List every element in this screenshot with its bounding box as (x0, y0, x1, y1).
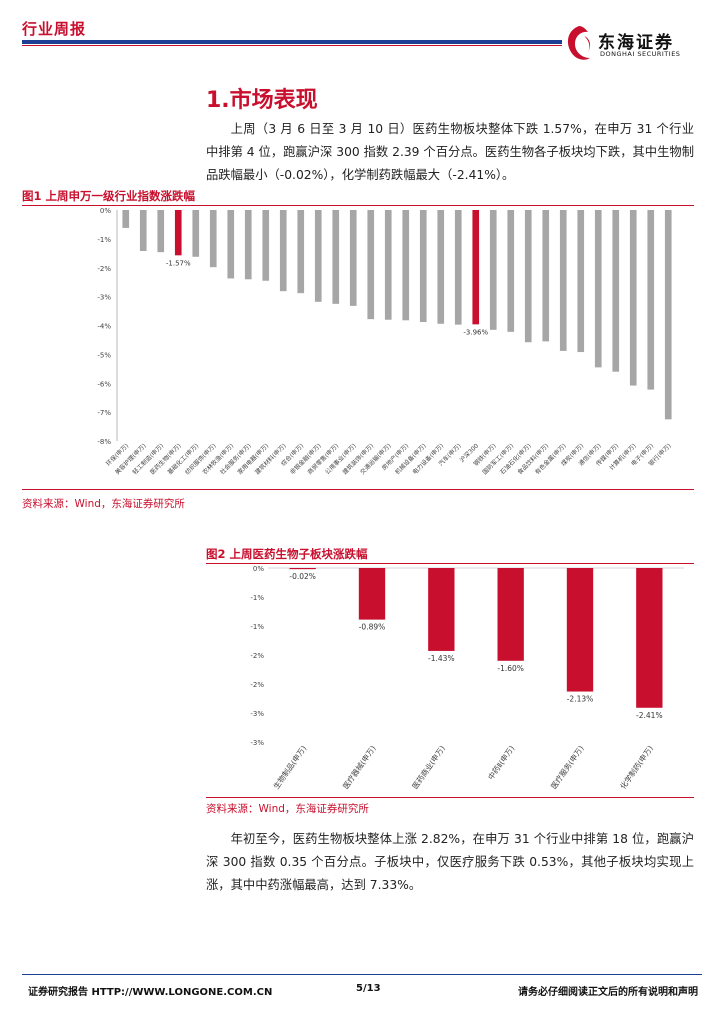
paragraph-ytd-performance: 年初至今，医药生物板块整体上涨 2.82%，在申万 31 个行业中排第 18 位… (206, 832, 694, 892)
data-label: -1.60% (497, 664, 524, 673)
bar-24 (542, 210, 550, 342)
bar-31 (664, 210, 672, 420)
bar-23 (524, 210, 532, 343)
bar-4 (566, 568, 594, 692)
y-tick-label: -3% (250, 739, 264, 747)
data-label: -1.57% (166, 259, 191, 267)
bar-20 (472, 210, 480, 325)
y-tick-label: -2% (97, 265, 111, 273)
bar-18 (437, 210, 445, 324)
figure2-source: 资料来源：Wind，东海证券研究所 (206, 803, 369, 815)
bar-5 (636, 568, 663, 708)
footer-disclaimer: 请务必仔细阅读正文后的所有说明和声明 (518, 987, 698, 998)
category-label: 中药Ⅱ(申万) (485, 743, 516, 781)
bar-2 (428, 568, 455, 651)
bar-14 (367, 210, 375, 320)
y-tick-label: -8% (97, 438, 111, 446)
category-label: 医药商业(申万) (410, 743, 447, 790)
bar-11 (314, 210, 322, 302)
subsector-bar-chart: 0% -1% -1% -2% -2% -3% -3% -0.02% 生物制品(申万) -0.89%… (250, 565, 684, 791)
bar-4 (192, 210, 200, 257)
category-label: 医疗服务(申万) (548, 743, 585, 790)
category-label: 生物制品(申万) (271, 743, 308, 790)
data-label: -2.13% (567, 695, 594, 704)
y-tick-label: -1% (97, 236, 111, 244)
bar-29 (629, 210, 637, 386)
data-label: -2.41% (636, 711, 663, 720)
bar-3 (174, 210, 182, 256)
bar-6 (227, 210, 235, 279)
bar-0 (289, 568, 316, 570)
figure1-bottom-rule (22, 489, 694, 490)
y-tick-label: -3% (250, 710, 264, 718)
industry-index-bar-chart: 0%-1%-2%-3%-4%-5%-6%-7%-8%环保(申万)美容护理(申万)… (97, 207, 672, 476)
bar-5 (209, 210, 217, 268)
figure2-title: 图2 上周医药生物子板块涨跌幅 (206, 547, 368, 561)
data-label: -0.89% (359, 623, 386, 632)
bar-10 (297, 210, 305, 294)
category-label: 化学制药(申万) (618, 743, 655, 790)
bar-25 (559, 210, 567, 351)
report-type-tag: 行业周报 (22, 20, 87, 38)
figure2-bottom-rule (206, 797, 694, 798)
bar-21 (489, 210, 497, 330)
y-tick-label: -4% (97, 323, 111, 331)
bar-30 (647, 210, 655, 390)
data-label: -0.02% (289, 572, 316, 581)
bar-12 (332, 210, 340, 304)
y-tick-label: -3% (97, 294, 111, 302)
bar-8 (262, 210, 270, 281)
figure1-source: 资料来源：Wind，东海证券研究所 (22, 498, 185, 510)
logo-chinese-text: 东海证券 (598, 33, 674, 53)
data-label: -3.96% (463, 328, 488, 336)
y-tick-label: -6% (97, 380, 111, 388)
paragraph-weekly-performance: 上周（3 月 6 日至 3 月 10 日）医药生物板块整体下跌 1.57%，在申… (206, 122, 694, 182)
figure2-top-rule (206, 563, 694, 564)
bar-16 (402, 210, 410, 321)
bar-22 (507, 210, 515, 332)
figure1-title: 图1 上周申万一级行业指数涨跌幅 (22, 189, 196, 203)
donghai-logo: 东海证券 DONGHAI SECURITIES (562, 20, 712, 70)
bar-9 (279, 210, 287, 292)
y-tick-label: -1% (250, 594, 264, 602)
y-tick-label: -5% (97, 351, 111, 359)
y-tick-label: -2% (250, 681, 264, 689)
logo-english-text: DONGHAI SECURITIES (600, 50, 681, 58)
bar-1 (139, 210, 147, 252)
bar-26 (577, 210, 585, 353)
footer-rule (22, 974, 702, 975)
dragon-emblem-icon (567, 26, 591, 60)
bar-13 (349, 210, 357, 306)
bar-0 (122, 210, 130, 228)
bar-27 (594, 210, 602, 368)
bar-2 (157, 210, 165, 253)
y-tick-label: -2% (250, 652, 264, 660)
bar-19 (454, 210, 462, 325)
y-tick-label: 0% (100, 207, 111, 215)
figure1-top-rule (22, 205, 694, 206)
header-rule (22, 40, 562, 44)
y-tick-label: -7% (97, 409, 111, 417)
bar-7 (244, 210, 252, 280)
bar-17 (419, 210, 427, 323)
bar-28 (612, 210, 620, 372)
header-rule-thin (22, 45, 562, 46)
data-label: -1.43% (428, 654, 455, 663)
y-tick-label: -1% (250, 623, 264, 631)
footer-website: 证券研究报告 HTTP://WWW.LONGONE.COM.CN (28, 987, 273, 998)
bar-3 (497, 568, 524, 661)
category-label: 医疗器械(申万) (340, 743, 377, 790)
section-title: 1.市场表现 (206, 88, 318, 113)
y-tick-label: 0% (253, 565, 264, 573)
page-number: 5/13 (356, 983, 381, 994)
bar-1 (358, 568, 386, 620)
bar-15 (384, 210, 392, 320)
